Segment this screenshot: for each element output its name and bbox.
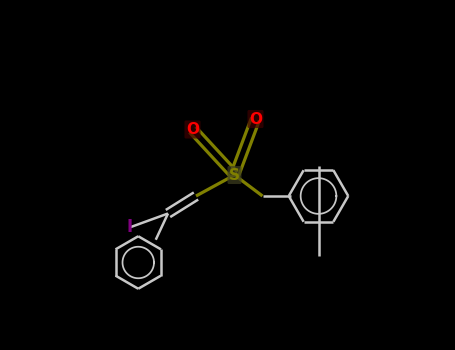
Text: S: S <box>229 168 240 182</box>
Text: O: O <box>249 112 262 126</box>
Text: I: I <box>126 218 132 237</box>
Text: O: O <box>186 122 199 137</box>
